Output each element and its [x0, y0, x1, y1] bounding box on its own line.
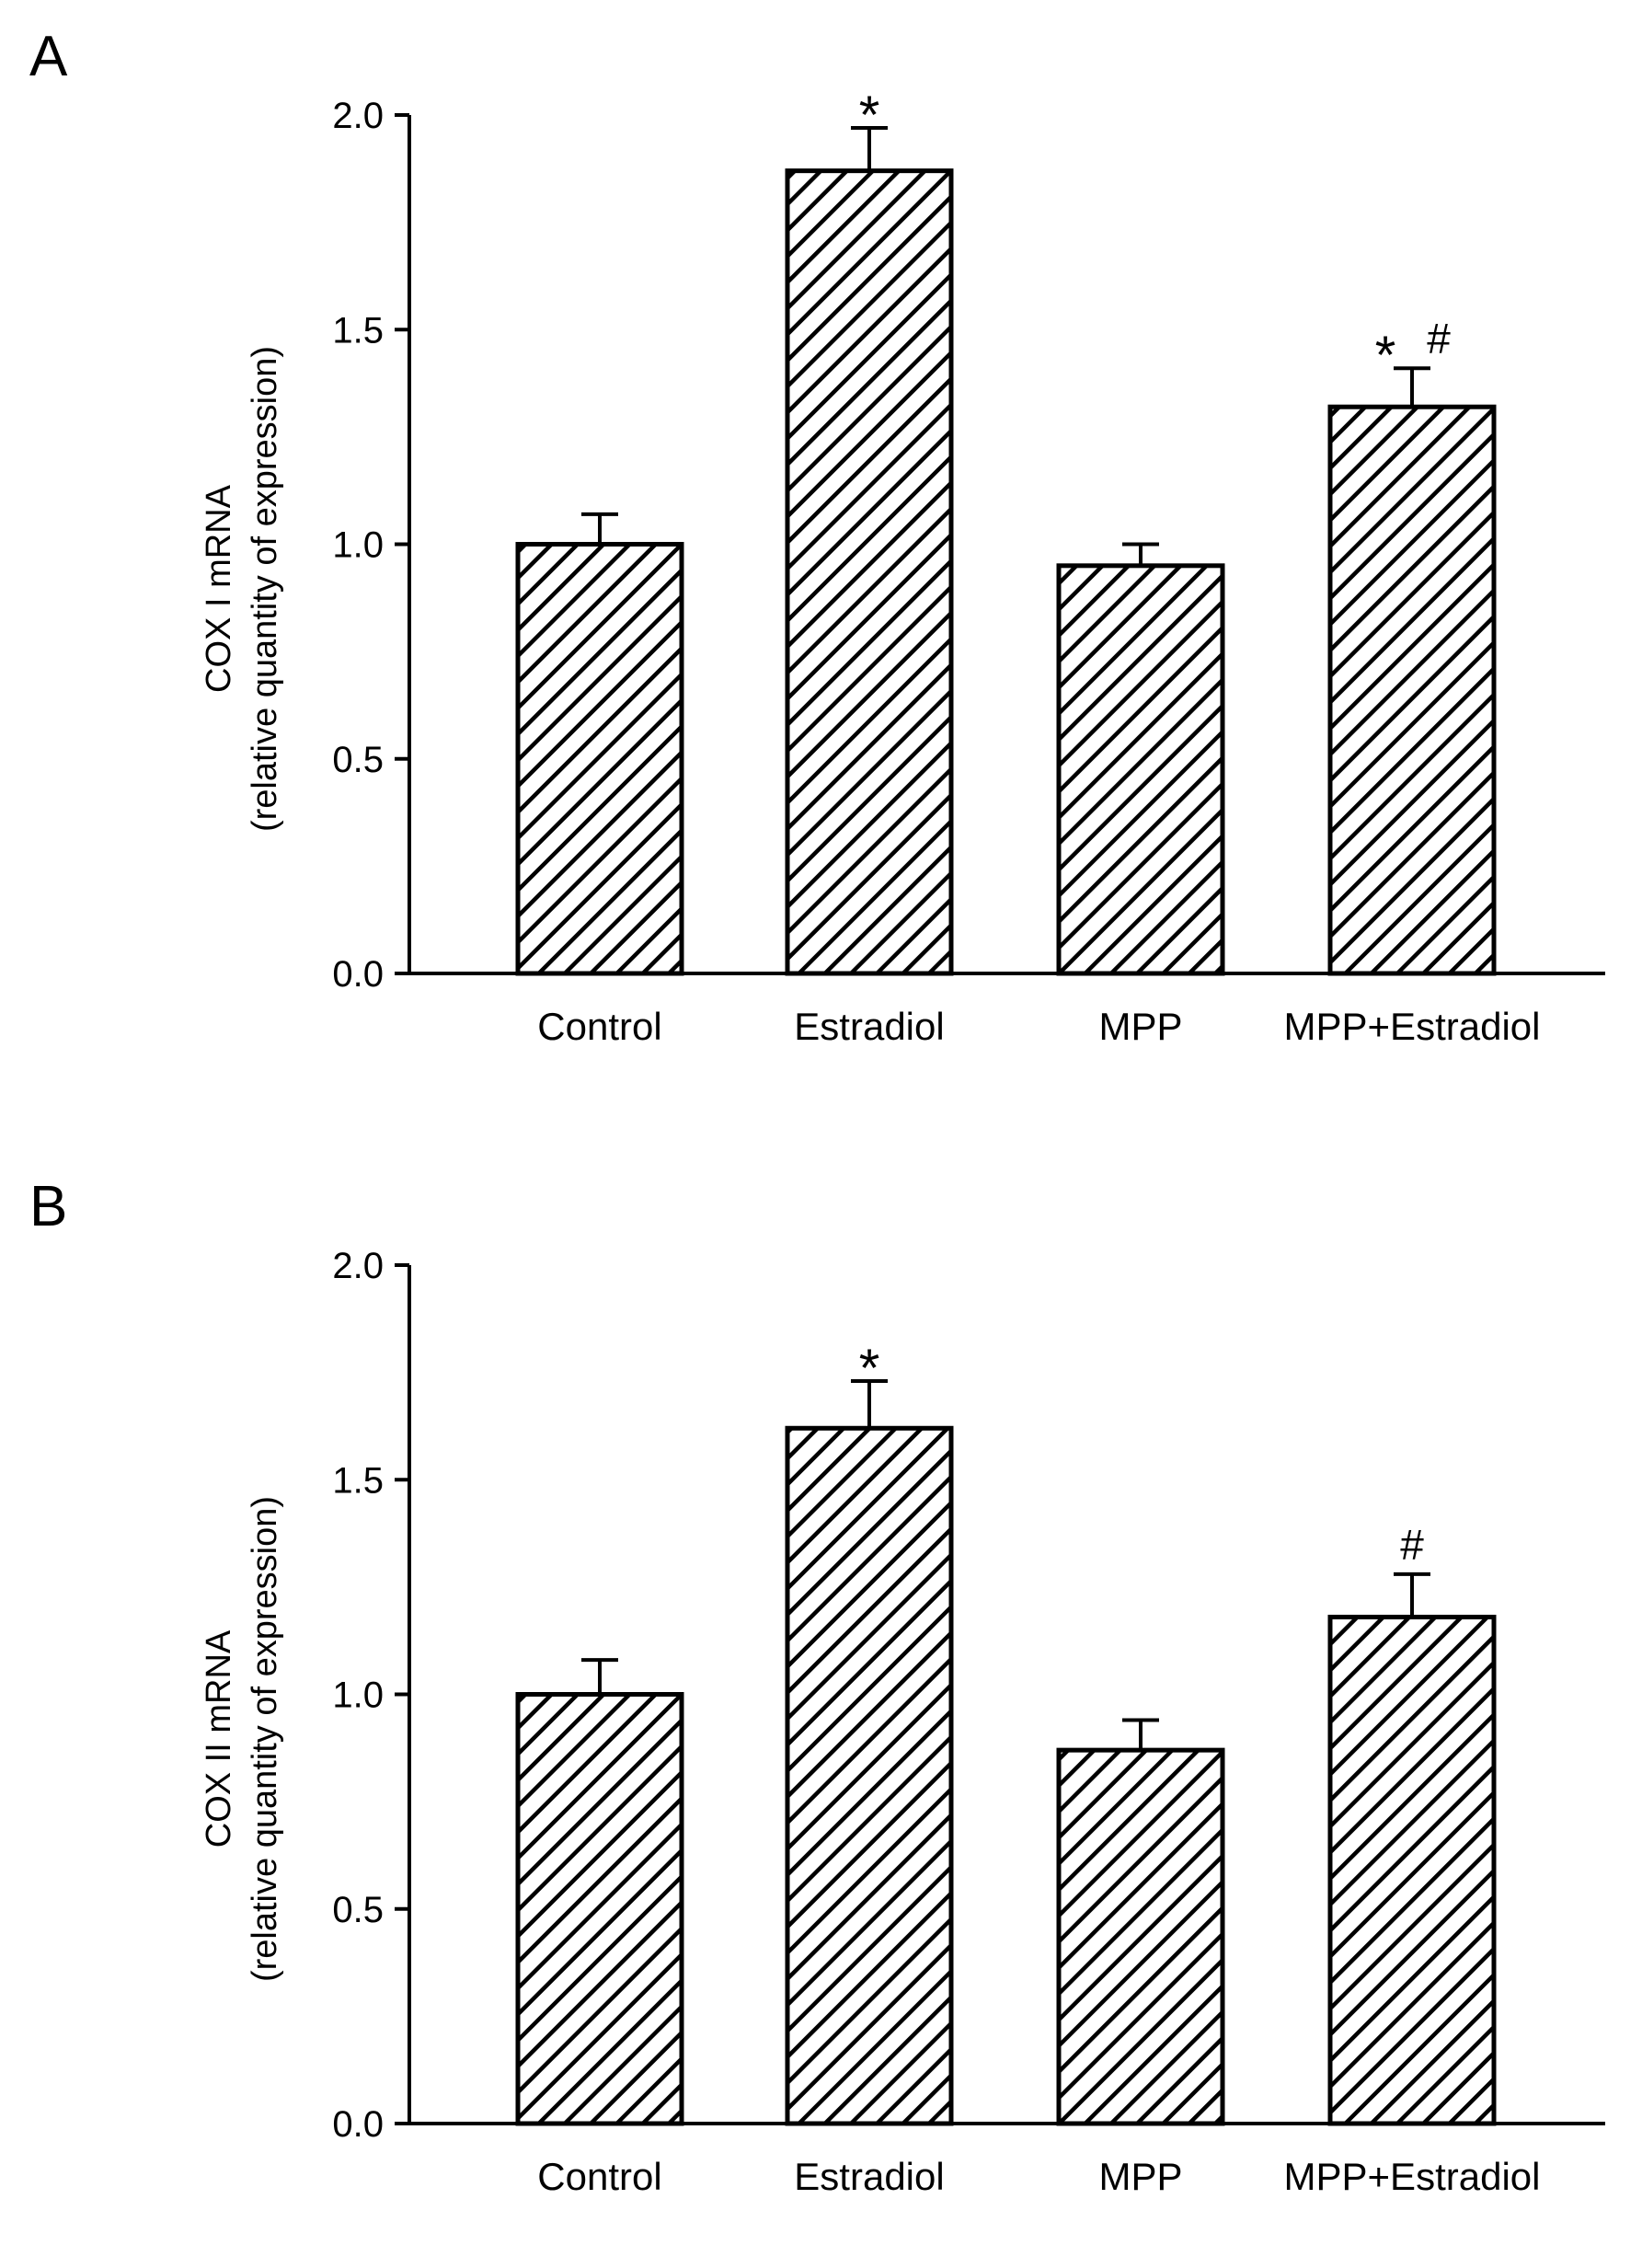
y-tick-label: 0.5 [332, 1890, 384, 1930]
panel-letter-a: A [29, 25, 68, 88]
y-tick-label: 1.5 [332, 1460, 384, 1501]
significance-star: * [859, 1339, 880, 1399]
y-axis-title-line2: (relative quantity of expression) [246, 1496, 284, 1982]
chart-a: A COX I mRNA (relative quantity of expre… [29, 25, 1605, 1048]
plot-area-a: 0.0 0.5 1.0 1.5 2.0 Control Estradiol MPP MPP+Es… [332, 86, 1605, 1048]
bar [1056, 1747, 1225, 2126]
bar [1327, 1615, 1497, 2126]
y-tick-label: 1.5 [332, 310, 384, 351]
y-tick-label: 1.0 [332, 525, 384, 566]
panel-letter-b: B [29, 1175, 67, 1238]
significance-hash: # [1427, 315, 1451, 363]
significance-star: * [859, 86, 880, 145]
panel-b: B COX II mRNA (relative quantity of expr… [0, 1150, 1642, 2268]
y-tick-label: 0.0 [332, 954, 384, 995]
panel-a: A COX I mRNA (relative quantity of expre… [0, 0, 1642, 1118]
bar [1327, 404, 1497, 976]
x-tick-label: MPP+Estradiol [1284, 2155, 1541, 2198]
significance-star: * [1375, 326, 1396, 386]
x-tick-label: MPP+Estradiol [1284, 1005, 1541, 1048]
y-tick-label: 1.0 [332, 1675, 384, 1716]
y-axis-title-line2: (relative quantity of expression) [246, 346, 284, 832]
y-tick-label: 0.0 [332, 2104, 384, 2145]
x-tick-label: Estradiol [794, 1005, 944, 1048]
y-tick-label: 2.0 [332, 96, 384, 136]
x-tick-label: Control [537, 2155, 661, 2198]
bar [515, 542, 684, 976]
x-tick-label: MPP [1098, 2155, 1182, 2198]
plot-area-b: 0.0 0.5 1.0 1.5 2.0 Control Estradiol MPP MPP+Es… [332, 1246, 1605, 2198]
bar [785, 1425, 954, 2126]
x-tick-label: MPP [1098, 1005, 1182, 1048]
x-tick-label: Control [537, 1005, 661, 1048]
bar [1056, 563, 1225, 976]
significance-hash: # [1400, 1521, 1424, 1569]
y-tick-label: 2.0 [332, 1246, 384, 1286]
x-tick-label: Estradiol [794, 2155, 944, 2198]
chart-b: B COX II mRNA (relative quantity of expr… [29, 1175, 1605, 2198]
y-axis-title-line1: COX II mRNA [200, 1629, 238, 1848]
bar [515, 1692, 684, 2126]
bar [785, 168, 954, 976]
y-tick-label: 0.5 [332, 740, 384, 780]
y-axis-title-line1: COX I mRNA [200, 484, 238, 693]
